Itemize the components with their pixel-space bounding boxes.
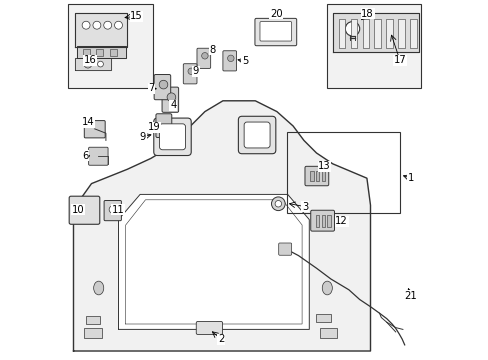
FancyBboxPatch shape: [156, 114, 171, 138]
Circle shape: [98, 61, 103, 67]
Polygon shape: [77, 46, 126, 58]
Text: 18: 18: [361, 9, 373, 19]
Text: 20: 20: [269, 9, 282, 19]
Circle shape: [82, 21, 90, 29]
FancyBboxPatch shape: [69, 196, 100, 224]
Text: 9: 9: [140, 132, 146, 142]
Text: 3: 3: [301, 202, 307, 212]
FancyBboxPatch shape: [88, 147, 108, 165]
Ellipse shape: [94, 281, 103, 295]
Bar: [309, 171, 313, 181]
Bar: [86, 316, 100, 324]
FancyBboxPatch shape: [254, 18, 296, 46]
Bar: [374, 19, 380, 48]
Circle shape: [345, 22, 359, 36]
Bar: [338, 19, 345, 48]
Polygon shape: [75, 58, 111, 70]
Text: 17: 17: [393, 55, 406, 66]
FancyBboxPatch shape: [104, 201, 121, 221]
Text: 14: 14: [81, 117, 94, 127]
Text: 4: 4: [170, 100, 176, 110]
Circle shape: [227, 55, 234, 62]
Bar: [84, 328, 102, 338]
Polygon shape: [332, 13, 418, 52]
Circle shape: [201, 53, 208, 59]
Circle shape: [114, 21, 122, 29]
Circle shape: [187, 68, 194, 75]
Circle shape: [109, 206, 116, 213]
Polygon shape: [73, 101, 370, 351]
FancyBboxPatch shape: [260, 22, 291, 41]
FancyBboxPatch shape: [278, 243, 291, 255]
Bar: [315, 215, 319, 227]
Circle shape: [271, 197, 285, 211]
Text: 10: 10: [72, 204, 84, 215]
Bar: [68, 4, 152, 88]
Text: 15: 15: [130, 11, 142, 21]
FancyBboxPatch shape: [223, 51, 236, 71]
Text: 16: 16: [84, 55, 97, 66]
Circle shape: [103, 21, 111, 29]
Bar: [397, 19, 404, 48]
Text: 13: 13: [318, 161, 330, 171]
Text: 2: 2: [218, 334, 224, 344]
Text: 1: 1: [407, 173, 413, 183]
FancyBboxPatch shape: [159, 124, 185, 150]
Circle shape: [167, 93, 175, 102]
Bar: [350, 19, 356, 48]
FancyBboxPatch shape: [84, 121, 105, 138]
Bar: [110, 49, 117, 56]
Circle shape: [159, 80, 167, 89]
FancyBboxPatch shape: [238, 116, 275, 154]
FancyBboxPatch shape: [196, 321, 222, 334]
Ellipse shape: [322, 281, 332, 295]
Text: 6: 6: [82, 150, 88, 161]
Text: 11: 11: [111, 204, 124, 215]
Bar: [326, 4, 420, 88]
Bar: [315, 171, 319, 181]
Bar: [326, 215, 330, 227]
Bar: [316, 314, 330, 322]
FancyBboxPatch shape: [183, 64, 197, 84]
Text: 5: 5: [242, 56, 248, 66]
FancyBboxPatch shape: [310, 210, 334, 231]
Circle shape: [93, 21, 101, 29]
Circle shape: [84, 60, 92, 68]
Bar: [321, 215, 325, 227]
FancyBboxPatch shape: [162, 87, 178, 112]
Bar: [96, 49, 103, 56]
Bar: [386, 19, 392, 48]
Text: 8: 8: [209, 45, 216, 55]
Bar: [286, 132, 400, 213]
Bar: [320, 328, 337, 338]
FancyBboxPatch shape: [244, 122, 269, 148]
Bar: [362, 19, 368, 48]
FancyBboxPatch shape: [153, 118, 191, 156]
FancyBboxPatch shape: [305, 166, 328, 186]
Circle shape: [275, 201, 281, 207]
Text: 7: 7: [148, 83, 155, 93]
Bar: [409, 19, 416, 48]
Text: 12: 12: [335, 216, 347, 226]
Polygon shape: [75, 13, 127, 47]
FancyBboxPatch shape: [154, 75, 170, 100]
Text: 9: 9: [192, 66, 199, 76]
Polygon shape: [118, 194, 309, 329]
Text: 21: 21: [404, 291, 416, 301]
Text: 19: 19: [148, 122, 161, 132]
FancyBboxPatch shape: [197, 48, 210, 68]
Bar: [321, 171, 325, 181]
Bar: [83, 49, 90, 56]
